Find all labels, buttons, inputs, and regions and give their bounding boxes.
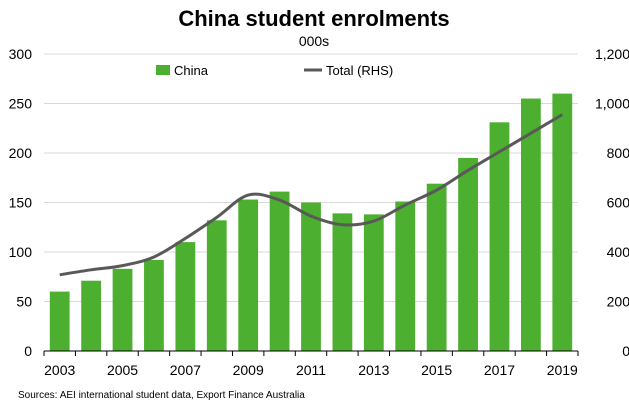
x-tick-label: 2005	[107, 362, 138, 378]
y-axis-right: 0 200 400 600 800 1,000 1,200	[595, 46, 629, 359]
legend-label-total: Total (RHS)	[326, 63, 393, 78]
x-axis: 2003 2005 2007 2009 2011 2013 2015 2017 2019	[43, 350, 579, 378]
x-tick-label: 2009	[233, 362, 264, 378]
bar-2014	[395, 201, 416, 351]
bar-2010	[269, 191, 290, 351]
y-right-tick-label: 200	[607, 294, 629, 310]
y-right-tick-label: 600	[607, 195, 629, 211]
x-tick-label: 2013	[358, 362, 389, 378]
legend: China Total (RHS)	[156, 63, 393, 78]
bar-2013	[363, 214, 384, 351]
bar-2017	[489, 122, 510, 351]
bar-2008	[206, 220, 227, 351]
bar-2004	[81, 280, 102, 351]
y-right-tick-label: 1,200	[595, 46, 629, 62]
bar-2003	[49, 291, 70, 351]
bar-2005	[112, 268, 133, 351]
bar-series	[49, 93, 573, 351]
bar-2006	[144, 259, 164, 351]
y-right-tick-label: 1,000	[595, 96, 629, 112]
y-left-tick-label: 250	[9, 96, 33, 112]
y-right-tick-label: 800	[607, 145, 629, 161]
x-tick-label: 2003	[44, 362, 75, 378]
y-axis-left: 0 50 100 150 200 250 300	[9, 46, 33, 359]
y-left-tick-label: 100	[9, 244, 33, 260]
bar-2019	[552, 93, 573, 351]
x-tick-label: 2017	[484, 362, 515, 378]
x-tick-label: 2007	[170, 362, 201, 378]
y-left-tick-label: 150	[9, 195, 33, 211]
legend-label-china: China	[174, 63, 209, 78]
bar-2012	[332, 213, 353, 351]
y-right-tick-label: 0	[622, 343, 629, 359]
chart-subtitle: 000s	[299, 33, 329, 49]
y-right-tick-label: 400	[607, 244, 629, 260]
y-left-tick-label: 50	[16, 294, 32, 310]
line-total-rhs	[59, 113, 564, 277]
legend-swatch-china	[156, 65, 170, 75]
bar-2018	[520, 98, 541, 351]
source-note: Sources: AEI international student data,…	[18, 390, 305, 401]
y-left-tick-label: 0	[24, 343, 32, 359]
line-series	[59, 113, 564, 277]
x-tick-label: 2015	[421, 362, 452, 378]
bar-2007	[175, 242, 196, 351]
y-left-tick-label: 200	[9, 145, 33, 161]
chart-title: China student enrolments	[178, 6, 449, 31]
x-tick-label: 2011	[296, 362, 326, 378]
bar-2009	[238, 199, 259, 351]
x-tick-label: 2019	[547, 362, 578, 378]
bar-2016	[458, 157, 478, 351]
y-left-tick-label: 300	[9, 46, 33, 62]
bar-2015	[426, 183, 447, 351]
bar-2011	[301, 202, 321, 351]
